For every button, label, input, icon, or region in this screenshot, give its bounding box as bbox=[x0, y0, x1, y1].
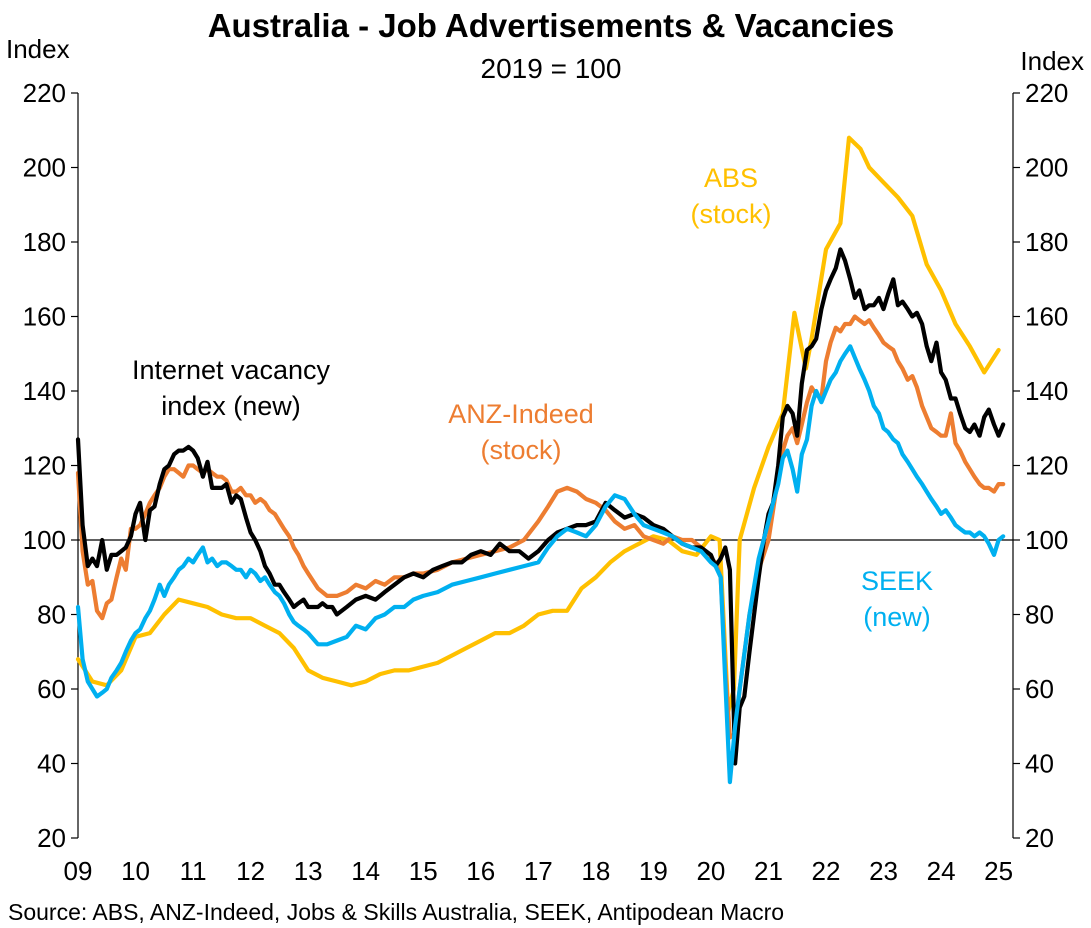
y-tick-label-left: 200 bbox=[23, 153, 66, 183]
series-label-seek: (new) bbox=[863, 602, 931, 632]
series-line-abs bbox=[75, 135, 1001, 714]
y-axis-unit-left: Index bbox=[6, 34, 70, 64]
x-tick-label: 13 bbox=[294, 856, 323, 886]
y-tick-label-left: 20 bbox=[37, 823, 66, 853]
y-tick-label-left: 140 bbox=[23, 376, 66, 406]
y-axis-unit-right: Index bbox=[1020, 46, 1084, 76]
y-tick-label-left: 160 bbox=[23, 302, 66, 332]
x-tick-label: 17 bbox=[524, 856, 553, 886]
x-tick-label: 14 bbox=[351, 856, 380, 886]
y-tick-label-left: 60 bbox=[37, 674, 66, 704]
x-tick-label: 12 bbox=[236, 856, 265, 886]
series-label-abs: ABS bbox=[704, 163, 758, 193]
x-tick-label: 24 bbox=[927, 856, 956, 886]
y-tick-label-right: 180 bbox=[1025, 227, 1068, 257]
x-tick-label: 22 bbox=[812, 856, 841, 886]
chart-subtitle: 2019 = 100 bbox=[481, 53, 622, 84]
y-tick-label-right: 200 bbox=[1025, 153, 1068, 183]
y-tick-label-left: 180 bbox=[23, 227, 66, 257]
chart-title: Australia - Job Advertisements & Vacanci… bbox=[208, 7, 895, 44]
y-tick-label-left: 120 bbox=[23, 451, 66, 481]
x-tick-label: 18 bbox=[581, 856, 610, 886]
y-tick-label-left: 100 bbox=[23, 525, 66, 555]
series-label-ivi: index (new) bbox=[161, 391, 301, 421]
y-tick-label-right: 140 bbox=[1025, 376, 1068, 406]
y-tick-label-right: 100 bbox=[1025, 525, 1068, 555]
x-tick-label: 25 bbox=[984, 856, 1013, 886]
y-tick-label-left: 40 bbox=[37, 749, 66, 779]
x-tick-label: 23 bbox=[869, 856, 898, 886]
series-label-abs: (stock) bbox=[691, 199, 772, 229]
series-line-ivi bbox=[75, 247, 1006, 766]
x-tick-label: 10 bbox=[121, 856, 150, 886]
series-line-anz bbox=[75, 314, 1006, 740]
series-label-anz: ANZ-Indeed bbox=[448, 399, 594, 429]
series-line-seek bbox=[75, 344, 1006, 785]
y-tick-label-right: 60 bbox=[1025, 674, 1054, 704]
y-tick-label-right: 40 bbox=[1025, 749, 1054, 779]
x-tick-label: 21 bbox=[754, 856, 783, 886]
x-tick-label: 11 bbox=[180, 856, 207, 886]
y-tick-label-right: 120 bbox=[1025, 451, 1068, 481]
x-tick-label: 15 bbox=[409, 856, 438, 886]
y-tick-label-right: 160 bbox=[1025, 302, 1068, 332]
y-tick-label-left: 220 bbox=[23, 78, 66, 108]
x-tick-label: 20 bbox=[696, 856, 725, 886]
series-label-anz: (stock) bbox=[481, 435, 562, 465]
x-tick-label: 16 bbox=[466, 856, 495, 886]
y-tick-label-right: 20 bbox=[1025, 823, 1054, 853]
x-tick-label: 09 bbox=[64, 856, 93, 886]
series-lines bbox=[75, 135, 1006, 785]
series-label-ivi: Internet vacancy bbox=[132, 355, 331, 385]
y-tick-label-right: 80 bbox=[1025, 600, 1054, 630]
x-tick-label: 19 bbox=[639, 856, 668, 886]
series-labels: ABS (stock) ANZ-Indeed (stock) Internet vaca… bbox=[132, 163, 933, 632]
y-tick-label-right: 220 bbox=[1025, 78, 1068, 108]
source-note: Source: ABS, ANZ-Indeed, Jobs & Skills A… bbox=[8, 899, 784, 925]
series-label-seek: SEEK bbox=[861, 566, 933, 596]
y-tick-label-left: 80 bbox=[37, 600, 66, 630]
